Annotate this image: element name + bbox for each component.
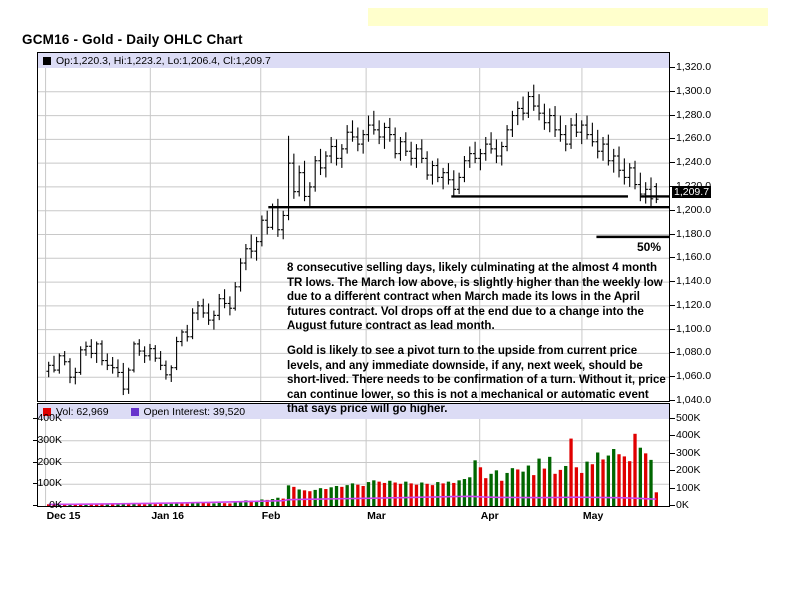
price-chart-panel[interactable]	[37, 52, 670, 402]
open-interest-y-tick-label: 100K	[676, 481, 701, 494]
price-y-tick-mark	[670, 209, 675, 211]
current-price-marker: 1,209.7	[672, 186, 712, 198]
open-interest-y-tick-mark	[670, 452, 675, 454]
price-y-tick-mark	[670, 376, 675, 378]
price-y-tick-label: 1,040.0	[676, 394, 712, 406]
open-interest-legend-text: Open Interest: 39,520	[143, 405, 246, 418]
volume-y-tick-mark	[33, 418, 38, 419]
price-y-tick-mark	[670, 281, 675, 283]
volume-y-tick-mark	[33, 483, 38, 485]
page-title: GCM16 - Gold - Daily OHLC Chart	[22, 32, 243, 47]
price-y-tick-mark	[670, 328, 675, 330]
open-interest-swatch-icon	[130, 407, 139, 416]
volume-y-tick-label: 100K	[37, 477, 62, 490]
open-interest-y-tick-mark	[670, 470, 675, 472]
x-tick-label: Jan 16	[151, 510, 185, 522]
price-y-tick-label: 1,160.0	[676, 251, 712, 264]
price-y-tick-mark	[670, 352, 675, 354]
price-y-tick-mark	[670, 138, 675, 140]
ohlc-legend-text: Op:1,220.3, Hi:1,223.2, Lo:1,206.4, Cl:1…	[56, 54, 271, 67]
price-y-tick-label: 1,280.0	[676, 108, 712, 121]
volume-y-tick-mark	[33, 461, 38, 463]
price-y-tick-label: 1,180.0	[676, 227, 712, 240]
volume-chart-panel[interactable]	[37, 403, 670, 507]
price-y-tick-label: 1,080.0	[676, 346, 712, 359]
annotation-note-1: 8 consecutive selling days, likely culmi…	[287, 262, 663, 333]
price-y-tick-mark	[670, 233, 675, 235]
volume-legend-text: Vol: 62,969	[56, 405, 109, 418]
open-interest-y-tick-label: 500K	[676, 412, 701, 424]
price-y-tick-mark	[670, 114, 675, 116]
price-y-tick-label: 1,240.0	[676, 156, 712, 169]
price-y-tick-mark	[670, 90, 675, 92]
price-y-tick-label: 1,320.0	[676, 61, 712, 73]
x-tick-label: Apr	[480, 510, 499, 522]
yellow-banner	[368, 8, 768, 26]
price-y-tick-label: 1,120.0	[676, 298, 712, 311]
open-interest-y-tick-label: 400K	[676, 429, 701, 442]
volume-y-tick-label: 0K	[49, 499, 62, 511]
price-y-tick-label: 1,060.0	[676, 370, 712, 383]
open-interest-y-tick-mark	[670, 435, 675, 437]
price-y-tick-mark	[670, 304, 675, 306]
open-interest-y-tick-mark	[670, 505, 675, 506]
x-tick-label: Mar	[367, 510, 386, 522]
ohlc-legend: Op:1,220.3, Hi:1,223.2, Lo:1,206.4, Cl:1…	[38, 53, 669, 68]
price-y-tick-label: 1,260.0	[676, 132, 712, 145]
open-interest-y-tick-label: 200K	[676, 464, 701, 477]
volume-y-tick-label: 300K	[37, 433, 62, 446]
volume-swatch-icon	[43, 407, 51, 416]
price-y-tick-mark	[670, 400, 675, 401]
ohlc-swatch-icon	[43, 56, 51, 65]
open-interest-y-tick-mark	[670, 418, 675, 419]
price-y-tick-label: 1,200.0	[676, 203, 712, 216]
price-y-tick-mark	[670, 257, 675, 259]
price-y-tick-label: 1,300.0	[676, 84, 712, 97]
volume-legend: Vol: 62,969 Open Interest: 39,520	[38, 404, 669, 419]
volume-y-tick-label: 200K	[37, 455, 62, 468]
volume-y-tick-mark	[33, 439, 38, 441]
annotation-note-2: Gold is likely to see a pivot turn to th…	[287, 345, 666, 416]
x-tick-label: May	[582, 510, 604, 522]
price-y-tick-label: 1,100.0	[676, 322, 712, 335]
price-y-tick-mark	[670, 67, 675, 68]
price-y-tick-mark	[670, 162, 675, 164]
open-interest-y-tick-label: 300K	[676, 446, 701, 459]
open-interest-y-tick-mark	[670, 487, 675, 489]
open-interest-y-tick-label: 0K	[676, 499, 689, 511]
volume-y-tick-label: 400K	[37, 412, 62, 424]
volume-y-tick-mark	[33, 505, 38, 506]
x-tick-label: Feb	[261, 510, 281, 522]
x-tick-label: Dec 15	[46, 510, 81, 522]
price-y-tick-label: 1,140.0	[676, 275, 712, 288]
retracement-label: 50%	[637, 240, 662, 254]
volume-plot	[38, 419, 669, 506]
price-plot	[38, 68, 669, 401]
